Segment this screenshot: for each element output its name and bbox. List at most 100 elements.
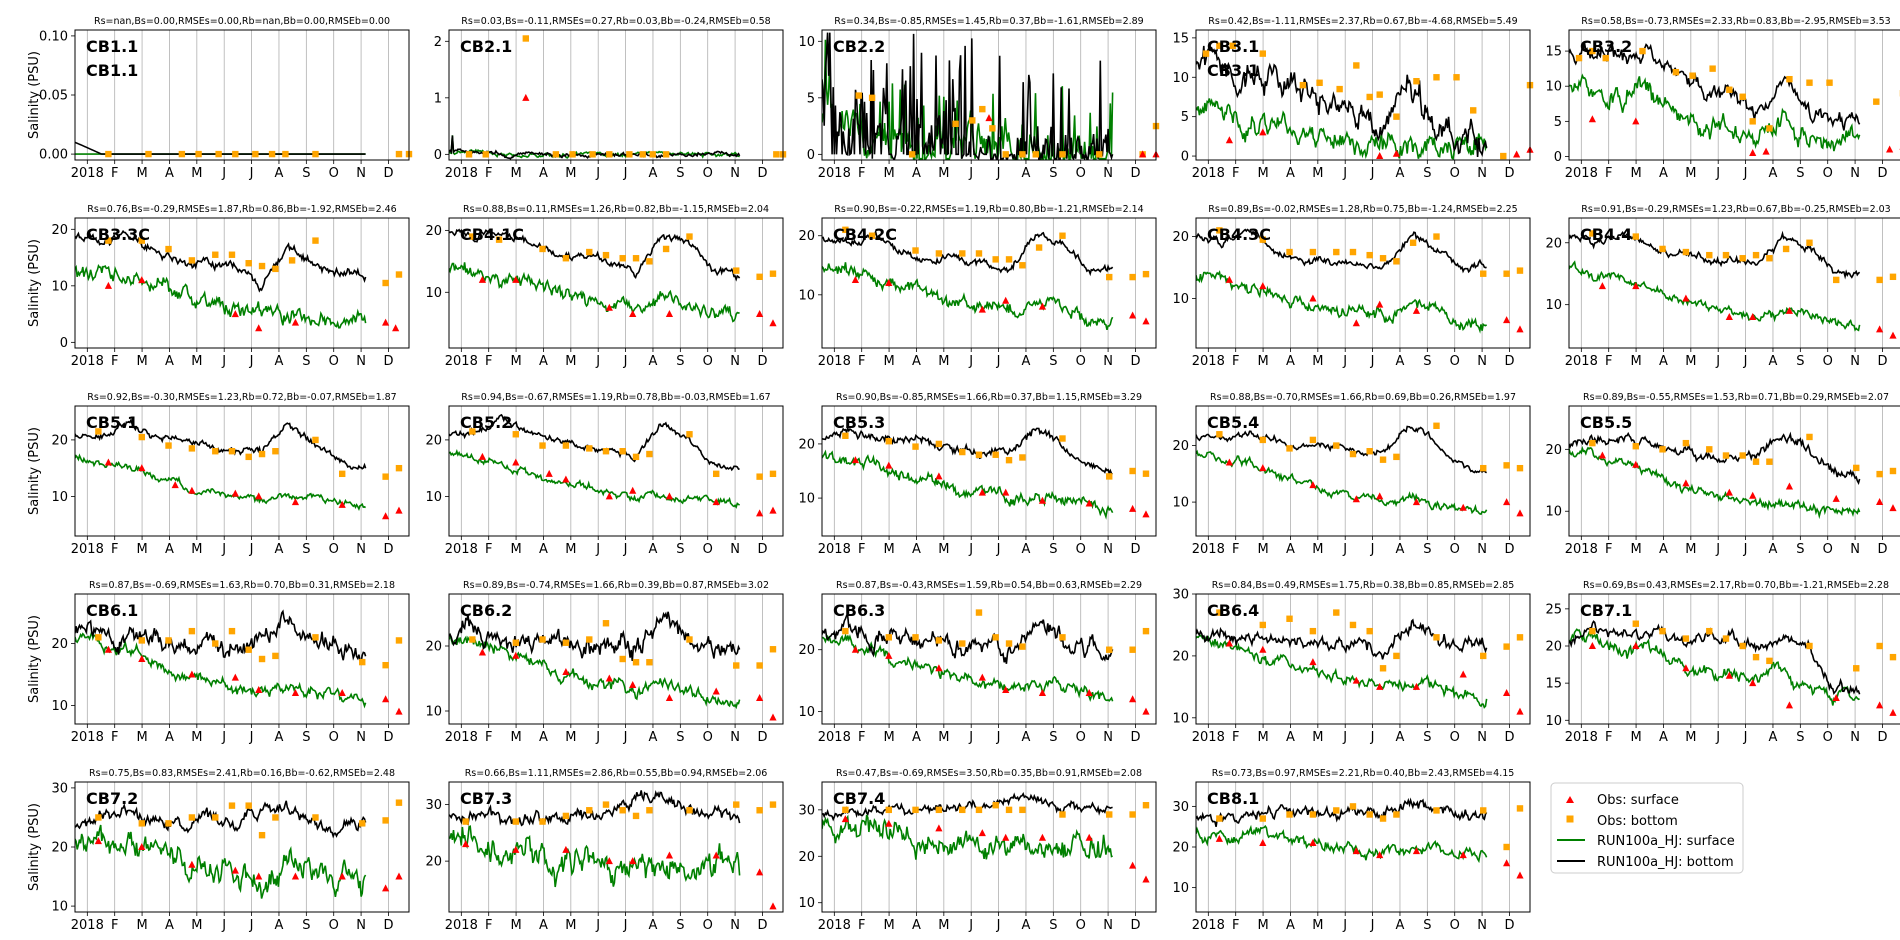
model-bottom-line	[822, 614, 1114, 664]
obs-bottom-point	[569, 151, 576, 158]
x-tick-label: O	[703, 918, 713, 933]
obs-bottom-point	[252, 150, 259, 158]
obs-bottom-point	[1316, 79, 1323, 86]
y-tick-label: 20	[798, 437, 815, 452]
legend: Obs: surface Obs: bottom RUN100a_HJ: sur…	[1550, 782, 1744, 874]
x-tick-label: A	[165, 918, 174, 933]
obs-bottom-point	[1142, 470, 1150, 477]
obs-bottom-point	[959, 806, 966, 814]
obs-bottom-point	[975, 451, 983, 458]
y-tick-label: 25	[1545, 602, 1562, 617]
obs-bottom-point	[245, 646, 252, 653]
x-tick-label: M	[136, 730, 147, 745]
x-tick-label: O	[1450, 542, 1460, 557]
x-tick-label: J	[595, 166, 600, 181]
obs-surface-point	[1725, 313, 1733, 321]
x-tick-label: N	[1103, 542, 1113, 557]
station-label: CB5.4	[1207, 413, 1259, 432]
y-tick-label: 20	[1172, 230, 1189, 245]
x-tick-label: A	[1659, 730, 1668, 745]
panel-title: Rs=0.66,Bs=1.11,RMSEs=2.86,Rb=0.55,Bb=0.…	[465, 768, 768, 779]
obs-bottom-point	[686, 807, 693, 814]
x-tick-label: A	[1769, 166, 1778, 181]
x-tick-label: M	[1630, 166, 1641, 181]
obs-bottom-point	[733, 662, 740, 669]
model-surface-line	[1196, 634, 1488, 709]
x-tick-label: O	[329, 730, 339, 745]
obs-bottom-point	[1589, 47, 1596, 55]
obs-bottom-point	[245, 802, 252, 809]
x-tick-label: A	[539, 166, 548, 181]
x-tick-label: 2018	[71, 354, 104, 369]
x-tick-label: N	[730, 918, 740, 933]
y-tick-label: 20	[798, 643, 815, 658]
x-tick-label: A	[1286, 354, 1295, 369]
obs-bottom-point	[769, 470, 777, 478]
model-bottom-line	[75, 418, 367, 471]
obs-bottom-point	[552, 151, 560, 158]
obs-surface-point	[1588, 642, 1596, 649]
obs-bottom-point	[632, 255, 640, 262]
panel-title: Rs=0.87,Bs=-0.69,RMSEs=1.63,Rb=0.70,Bb=0…	[89, 580, 395, 591]
x-tick-label: D	[1130, 354, 1140, 369]
obs-surface-point	[1352, 847, 1360, 855]
x-tick-label: F	[1605, 730, 1612, 745]
obs-bottom-point	[512, 818, 519, 825]
model-bottom-line	[75, 229, 367, 293]
obs-surface-point	[382, 512, 390, 520]
obs-bottom-point	[975, 250, 983, 257]
x-tick-label: A	[275, 354, 284, 369]
x-tick-label: 2018	[1192, 354, 1225, 369]
x-tick-label: M	[1312, 542, 1323, 557]
obs-surface-point	[291, 498, 300, 506]
x-tick-label: M	[938, 730, 949, 745]
station-label-duplicate: CB1.1	[86, 61, 138, 80]
obs-bottom-point	[212, 448, 219, 455]
x-tick-label: S	[302, 542, 310, 557]
x-tick-label: D	[1877, 166, 1887, 181]
x-tick-label: O	[329, 166, 339, 181]
obs-bottom-point	[215, 150, 222, 158]
obs-bottom-point	[1286, 811, 1293, 818]
obs-surface-point	[1352, 676, 1360, 684]
obs-bottom-point	[602, 620, 610, 627]
x-tick-label: F	[1232, 918, 1239, 933]
obs-bottom-point	[885, 634, 892, 641]
obs-bottom-point	[1433, 807, 1440, 814]
x-tick-label: M	[1312, 918, 1323, 933]
obs-bottom-point	[1059, 634, 1066, 641]
x-tick-label: A	[912, 166, 921, 181]
obs-surface-point	[629, 486, 637, 494]
x-tick-label: F	[858, 542, 865, 557]
obs-bottom-point	[1309, 811, 1317, 818]
model-bottom-line	[449, 611, 741, 661]
obs-bottom-point	[1516, 805, 1524, 812]
obs-surface-point	[665, 851, 674, 859]
obs-bottom-point	[979, 105, 986, 113]
obs-bottom-point	[602, 251, 610, 259]
y-tick-label: 10	[1172, 496, 1189, 511]
x-tick-label: O	[703, 730, 713, 745]
x-tick-label: M	[565, 354, 576, 369]
x-tick-label: S	[1796, 166, 1804, 181]
obs-bottom-point	[1806, 79, 1813, 86]
x-tick-label: 2018	[1565, 354, 1598, 369]
x-tick-label: F	[1605, 354, 1612, 369]
obs-bottom-point	[619, 807, 626, 814]
panel-title: Rs=0.91,Bs=-0.29,RMSEs=1.23,Rb=0.67,Bb=-…	[1581, 204, 1890, 215]
x-tick-label: S	[1423, 730, 1431, 745]
obs-bottom-point	[1366, 627, 1373, 635]
obs-bottom-point	[586, 445, 593, 452]
panel-frame	[1568, 593, 1900, 725]
obs-bottom-point	[395, 637, 403, 644]
model-bottom-line	[1569, 431, 1861, 486]
y-tick-label: 0.10	[39, 29, 68, 44]
x-tick-label: A	[275, 542, 284, 557]
y-tick-label: 10	[51, 279, 68, 294]
model-surface-line	[822, 633, 1114, 702]
model-surface-line	[1196, 98, 1488, 160]
obs-bottom-point	[1299, 81, 1307, 89]
obs-surface-point	[104, 645, 112, 653]
obs-surface-point	[1516, 871, 1524, 879]
x-tick-label: 2018	[445, 918, 478, 933]
